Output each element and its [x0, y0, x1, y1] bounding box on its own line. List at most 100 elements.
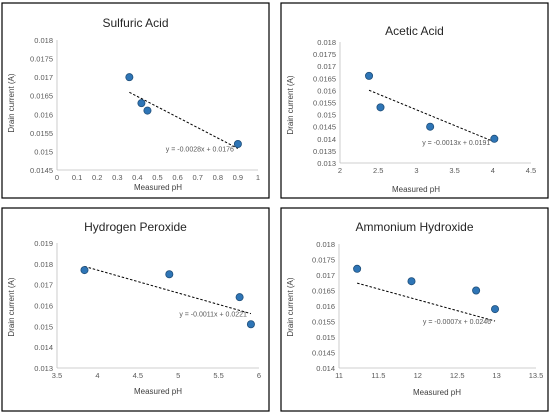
x-axis-label: Measured pH	[134, 387, 182, 396]
y-tick-label: 0.0165	[312, 287, 335, 296]
y-axis-label: Drain current (A)	[286, 277, 295, 336]
panel-border	[280, 207, 549, 412]
data-point	[490, 134, 499, 143]
y-tick-label: 0.013	[317, 159, 336, 168]
x-tick-label: 2.5	[373, 166, 383, 175]
x-tick-label: 4	[95, 371, 99, 380]
x-tick-label: 0.7	[192, 173, 202, 182]
x-tick-label: 0.1	[72, 173, 82, 182]
plot-area: 0.014 0.0145 0.015 0.0155 0.016 0.0165 0.017 0.…	[312, 240, 543, 380]
x-tick-label: 13.5	[529, 371, 544, 380]
y-tick-label: 0.0135	[313, 147, 336, 156]
chart-title: Acetic Acid	[385, 24, 444, 38]
x-tick-label: 12.5	[450, 371, 465, 380]
x-tick-label: 0.6	[172, 173, 182, 182]
x-tick-label: 0.5	[152, 173, 162, 182]
data-point	[125, 73, 134, 82]
y-tick-label: 0.015	[317, 111, 336, 120]
y-tick-label: 0.0165	[313, 74, 336, 83]
x-tick-label: 0.8	[213, 173, 223, 182]
panel-border	[1, 2, 270, 199]
data-point	[353, 264, 362, 273]
y-tick-label: 0.015	[34, 147, 53, 156]
y-tick-label: 0.0155	[312, 318, 335, 327]
x-tick-label: 5	[176, 371, 180, 380]
trendline	[129, 91, 239, 149]
y-tick-label: 0.0145	[30, 166, 53, 175]
chart-panel-acetic-acid: Acetic Acid Drain current (A) Measured p…	[280, 2, 549, 199]
plot-area: 0.013 0.014 0.015 0.016 0.017 0.018 0.019 3.5 4 4…	[34, 239, 261, 380]
y-axis-label: Drain current (A)	[7, 277, 16, 336]
x-tick-label: 1	[256, 173, 260, 182]
y-tick-label: 0.016	[34, 110, 53, 119]
y-tick-label: 0.015	[34, 322, 53, 331]
x-tick-label: 6	[257, 371, 261, 380]
trendline	[356, 282, 496, 322]
trendline-equation: y = -0.0028x + 0.0176	[166, 146, 234, 153]
y-tick-label: 0.0175	[312, 256, 335, 265]
x-tick-label: 0.9	[233, 173, 243, 182]
plot-area: 0.013 0.0135 0.014 0.0145 0.015 0.0155 0.016 0.…	[313, 38, 536, 175]
trendline-equation: y = -0.0007x + 0.0246	[423, 319, 491, 326]
x-axis-label: Measured pH	[392, 185, 440, 194]
chart-title: Sulfuric Acid	[102, 16, 168, 30]
y-tick-label: 0.018	[34, 260, 53, 269]
data-point	[143, 106, 152, 115]
x-tick-label: 13	[492, 371, 500, 380]
x-tick-label: 0.4	[132, 173, 142, 182]
x-tick-label: 2	[338, 166, 342, 175]
y-tick-label: 0.0165	[30, 92, 53, 101]
y-tick-label: 0.014	[317, 135, 336, 144]
trendline-equation: y = -0.0011x + 0.0221	[179, 312, 247, 319]
x-tick-label: 4	[491, 166, 495, 175]
y-tick-label: 0.0175	[313, 50, 336, 59]
data-point	[235, 293, 244, 302]
x-tick-label: 11.5	[371, 371, 385, 380]
y-tick-label: 0.018	[34, 36, 53, 45]
x-axis-label: Measured pH	[134, 183, 182, 192]
x-tick-label: 3.5	[449, 166, 459, 175]
chart-panel-ammonium-hydroxide: Ammonium Hydroxide Drain current (A) Mea…	[280, 207, 549, 412]
y-tick-label: 0.017	[317, 62, 336, 71]
data-point	[365, 71, 374, 80]
data-point	[233, 139, 242, 148]
y-tick-label: 0.015	[316, 333, 335, 342]
y-tick-label: 0.017	[34, 73, 53, 82]
y-tick-label: 0.014	[34, 343, 53, 352]
y-tick-label: 0.016	[34, 302, 53, 311]
trendline-equation: y = -0.0013x + 0.0191	[422, 140, 490, 147]
y-axis-label: Drain current (A)	[7, 73, 16, 132]
chart-panel-sulfuric-acid: Sulfuric Acid Drain current (A) Measured…	[1, 2, 270, 199]
x-tick-label: 0.2	[92, 173, 102, 182]
y-tick-label: 0.0155	[313, 99, 336, 108]
x-tick-label: 12	[414, 371, 422, 380]
y-tick-label: 0.017	[34, 281, 53, 290]
chart-title: Hydrogen Peroxide	[84, 220, 187, 234]
y-tick-label: 0.0145	[313, 123, 336, 132]
data-point	[426, 122, 435, 131]
data-point	[137, 99, 146, 108]
panel-border	[280, 2, 549, 199]
y-tick-label: 0.0175	[30, 55, 53, 64]
x-tick-label: 11	[335, 371, 343, 380]
panel-border	[1, 207, 270, 412]
plot-area: 0.0145 0.015 0.0155 0.016 0.0165 0.017 0.0175 0…	[30, 36, 260, 182]
x-axis-label: Measured pH	[413, 388, 461, 397]
y-tick-label: 0.016	[317, 86, 336, 95]
chart-title: Ammonium Hydroxide	[355, 220, 473, 234]
y-tick-label: 0.013	[34, 364, 53, 373]
trendline	[368, 89, 495, 143]
x-tick-label: 4.5	[526, 166, 536, 175]
x-tick-label: 3	[414, 166, 418, 175]
y-tick-label: 0.0145	[312, 349, 335, 358]
data-point	[80, 266, 89, 275]
chart-panel-hydrogen-peroxide: Hydrogen Peroxide Drain current (A) Meas…	[1, 207, 270, 412]
y-tick-label: 0.014	[316, 364, 335, 373]
data-point	[246, 320, 255, 329]
y-tick-label: 0.0155	[30, 129, 53, 138]
y-axis-label: Drain current (A)	[286, 75, 295, 134]
y-tick-label: 0.016	[316, 302, 335, 311]
data-point	[407, 277, 416, 286]
y-tick-label: 0.018	[317, 38, 336, 47]
